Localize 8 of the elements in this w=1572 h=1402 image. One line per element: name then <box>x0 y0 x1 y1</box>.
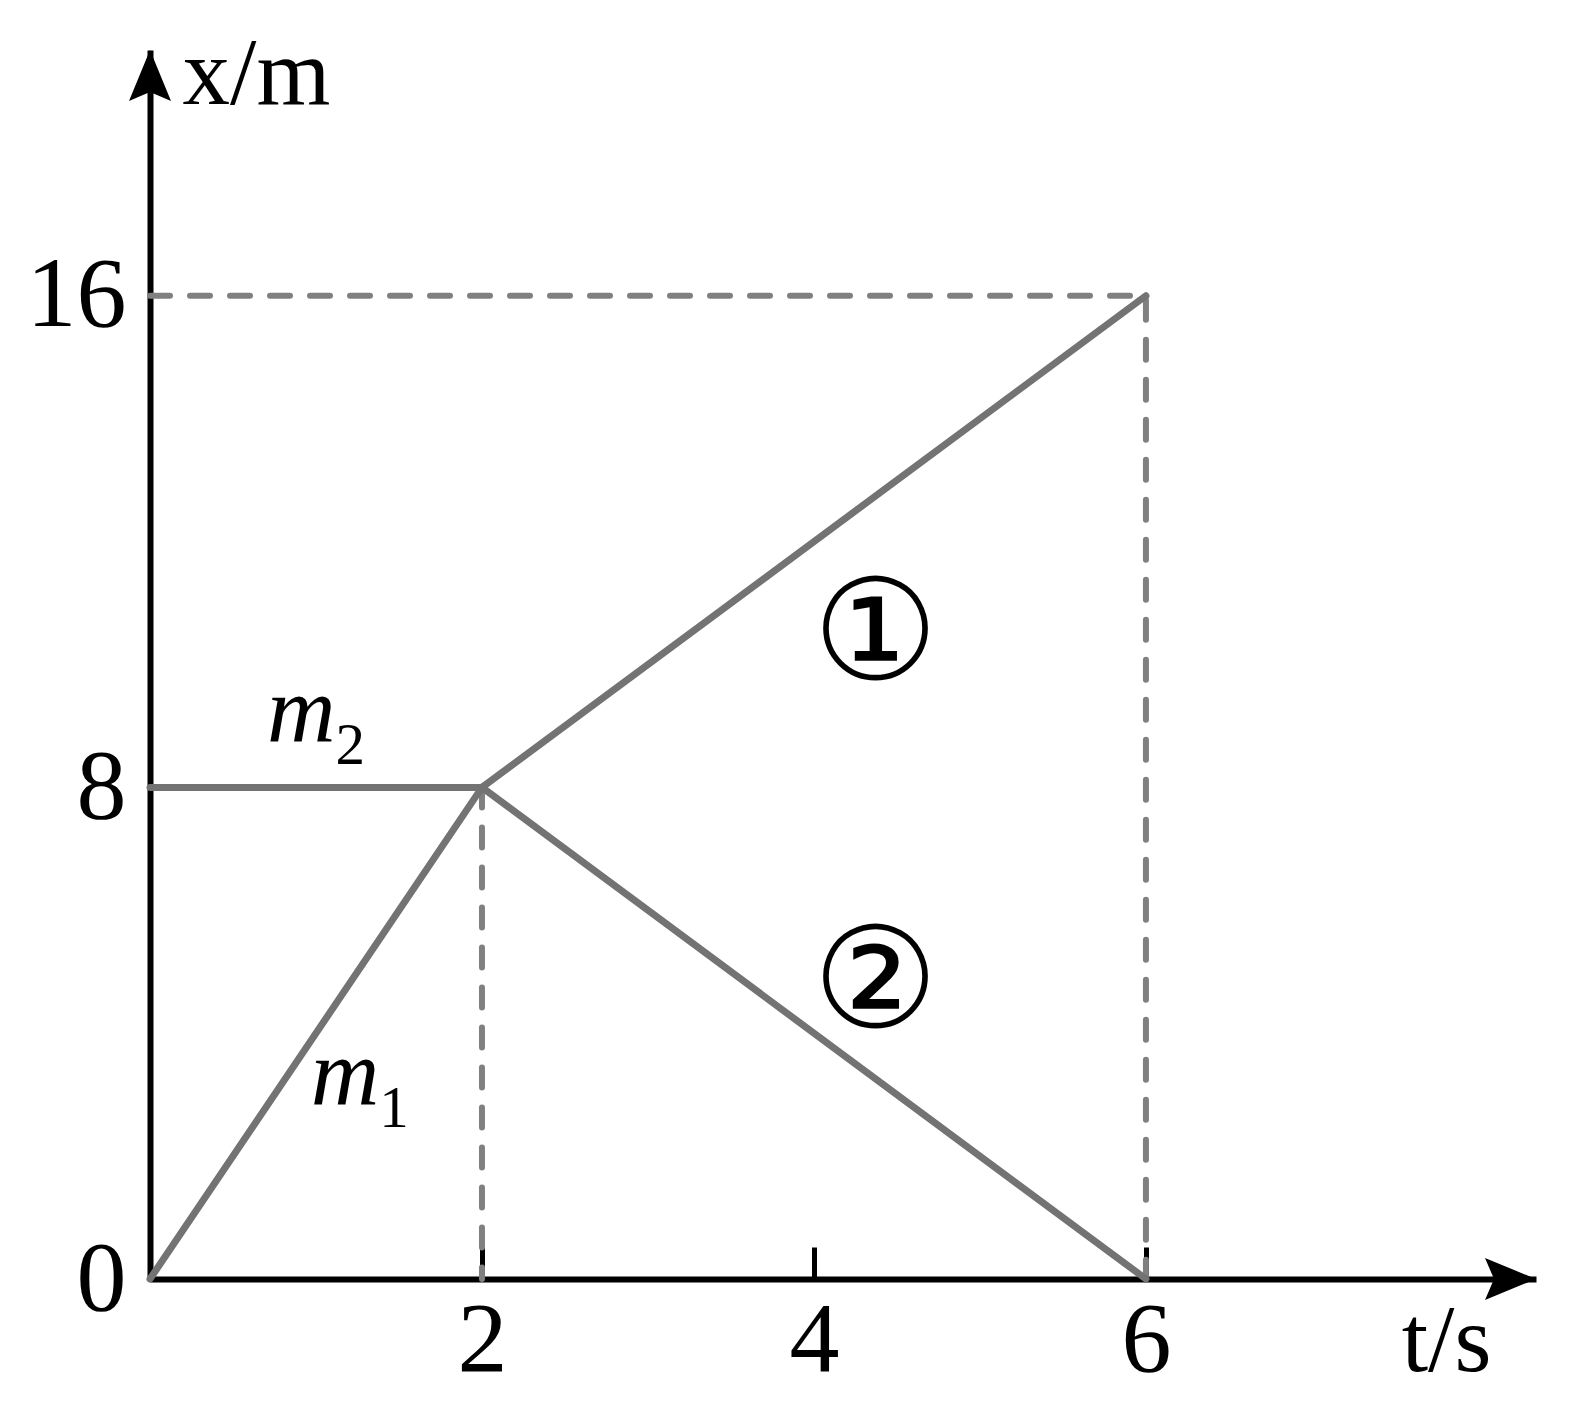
x-tick-label: 4 <box>789 1281 840 1393</box>
x-tick-label: 6 <box>1121 1281 1172 1393</box>
x-axis-title: t/s <box>1401 1285 1492 1392</box>
x-tick-label: 2 <box>457 1281 508 1393</box>
y-tick-label: 0 <box>76 1220 127 1332</box>
y-tick-label: 16 <box>26 237 127 349</box>
y-tick-label: 8 <box>76 728 127 840</box>
y-axis-title: x/m <box>182 18 331 125</box>
